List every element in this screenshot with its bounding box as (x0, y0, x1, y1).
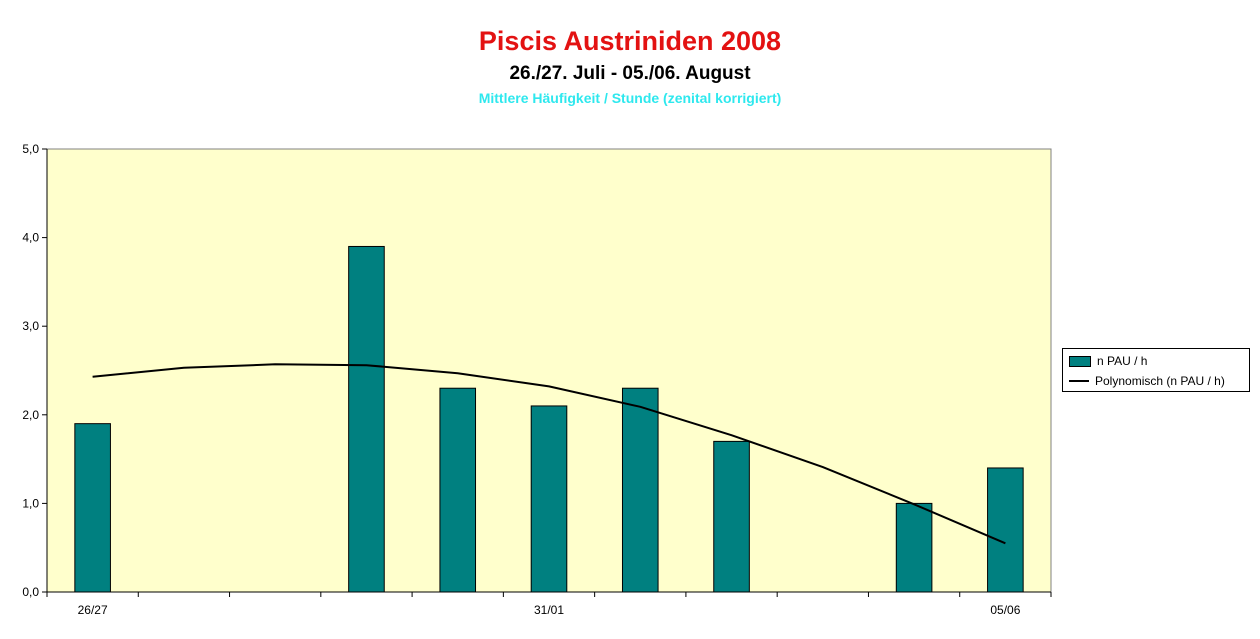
legend-trendline-label: Polynomisch (n PAU / h) (1095, 374, 1225, 388)
legend-bar-swatch (1069, 355, 1091, 367)
y-tick-label: 4,0 (22, 231, 39, 245)
chart-title: Piscis Austriniden 2008 (478, 26, 782, 56)
bar (348, 245, 385, 593)
bar (713, 440, 750, 593)
bar (621, 387, 659, 593)
legend: n PAU / h Polynomisch (n PAU / h) (1062, 348, 1250, 392)
y-tick-label: 1,0 (22, 496, 39, 510)
legend-line-swatch (1069, 380, 1089, 382)
y-tick-label: 5,0 (22, 142, 39, 156)
chart-subtitle: 26./27. Juli - 05./06. August (509, 63, 751, 84)
x-tick-label: 05/06 (990, 603, 1020, 617)
x-tick-label: 31/01 (534, 603, 564, 617)
legend-item-bars: n PAU / h (1069, 353, 1147, 369)
bar (74, 423, 111, 593)
y-tick-label: 0,0 (22, 585, 39, 599)
trendline (92, 363, 1006, 545)
legend-bar-label: n PAU / h (1097, 354, 1148, 368)
x-tick-label: 26/27 (78, 603, 108, 617)
legend-item-trendline: Polynomisch (n PAU / h) (1069, 373, 1225, 389)
y-tick-label: 3,0 (22, 319, 39, 333)
chart-caption: Mittlere Häufigkeit / Stunde (zenital ko… (478, 90, 782, 106)
y-tick-label: 2,0 (22, 408, 39, 422)
bar (439, 387, 477, 593)
bar (987, 467, 1024, 593)
bar (530, 405, 568, 593)
bar (895, 502, 933, 593)
